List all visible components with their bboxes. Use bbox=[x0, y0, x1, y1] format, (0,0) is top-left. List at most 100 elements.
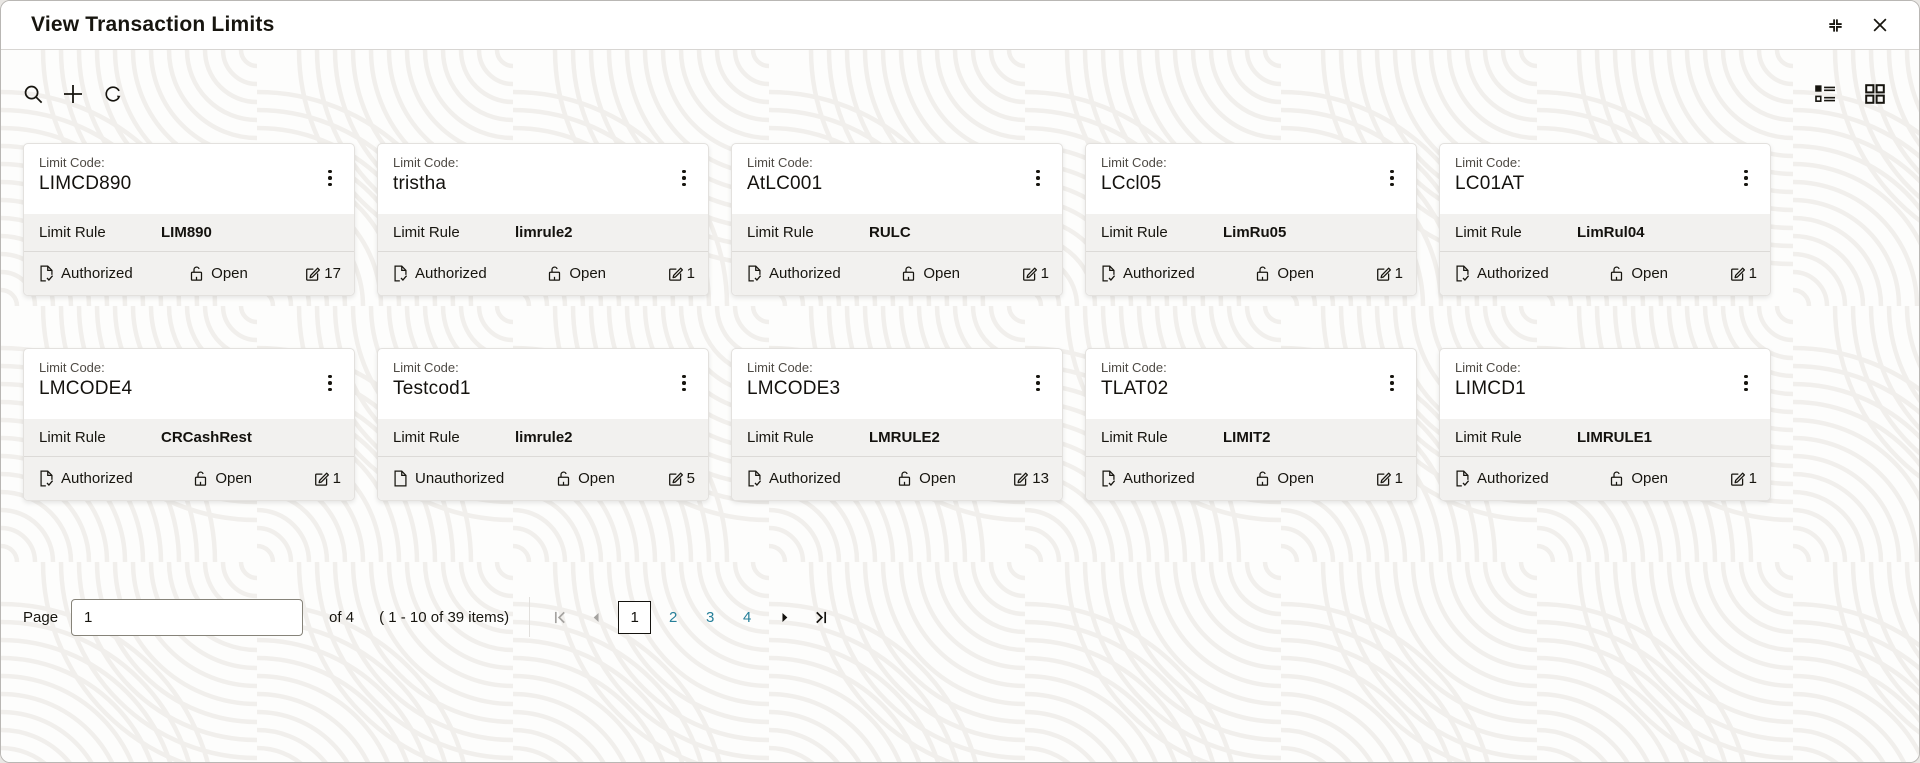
card-options-button[interactable] bbox=[1378, 360, 1406, 406]
page-number-button[interactable]: 4 bbox=[742, 608, 752, 626]
authorization-status-text: Authorized bbox=[415, 265, 487, 282]
authorization-status: Unauthorized bbox=[393, 470, 504, 487]
limit-card: Limit Code: LC01AT Limit Rule LimRul04 bbox=[1439, 143, 1771, 296]
authorization-status: Authorized bbox=[1101, 265, 1195, 282]
record-status-text: Open bbox=[1631, 470, 1669, 487]
add-button[interactable] bbox=[55, 76, 91, 112]
page-title: View Transaction Limits bbox=[31, 13, 275, 36]
limit-code-label: Limit Code: bbox=[1101, 360, 1167, 375]
card-status-row: Authorized Open 17 bbox=[24, 251, 354, 295]
card-options-button[interactable] bbox=[670, 155, 698, 201]
collapse-button[interactable] bbox=[1824, 14, 1847, 37]
kebab-icon bbox=[1390, 374, 1394, 379]
edit-icon bbox=[668, 267, 683, 281]
modification-count: 1 bbox=[1375, 470, 1403, 487]
authorized-icon bbox=[748, 470, 762, 487]
limit-code-label: Limit Code: bbox=[393, 360, 459, 375]
authorization-status: Authorized bbox=[39, 265, 133, 282]
modification-count-value: 1 bbox=[686, 265, 695, 282]
authorization-status: Authorized bbox=[1101, 470, 1195, 487]
record-status: Open bbox=[189, 265, 248, 282]
card-header-text: Limit Code: LIMCD1 bbox=[1455, 360, 1526, 400]
toolbar-left bbox=[15, 76, 131, 112]
last-page-button[interactable] bbox=[806, 602, 834, 632]
limit-rule-value: LimRul04 bbox=[1577, 224, 1645, 241]
card-options-button[interactable] bbox=[1732, 155, 1760, 201]
pagination-bar: Page of 4 ( 1 - 10 of 39 items) bbox=[1, 597, 1919, 637]
limit-rule-row: Limit Rule limrule2 bbox=[378, 214, 708, 251]
close-button[interactable] bbox=[1869, 14, 1891, 36]
record-status-text: Open bbox=[923, 265, 961, 282]
card-options-button[interactable] bbox=[1732, 360, 1760, 406]
pagination-divider bbox=[529, 597, 531, 637]
card-header: Limit Code: LIMCD1 bbox=[1440, 349, 1770, 419]
card-options-button[interactable] bbox=[670, 360, 698, 406]
card-header: Limit Code: LCcl05 bbox=[1086, 144, 1416, 214]
limit-rule-value: LimRu05 bbox=[1223, 224, 1287, 241]
kebab-icon bbox=[682, 374, 686, 379]
page-number-button[interactable]: 2 bbox=[668, 608, 678, 626]
previous-page-button[interactable] bbox=[582, 602, 610, 632]
unauthorized-icon bbox=[394, 470, 407, 487]
limit-rule-label: Limit Rule bbox=[1455, 429, 1522, 446]
kebab-icon bbox=[1036, 169, 1040, 174]
search-button[interactable] bbox=[15, 76, 51, 112]
authorization-status-text: Authorized bbox=[1477, 265, 1549, 282]
authorization-status-text: Authorized bbox=[1123, 265, 1195, 282]
open-lock-icon bbox=[549, 266, 561, 281]
authorized-icon bbox=[1102, 470, 1116, 487]
limit-rule-label: Limit Rule bbox=[747, 224, 814, 241]
limit-card: Limit Code: LMCODE3 Limit Rule LMRULE2 bbox=[731, 348, 1063, 501]
authorization-status: Authorized bbox=[747, 265, 841, 282]
next-page-button[interactable] bbox=[770, 602, 798, 632]
view-toggle-group bbox=[1807, 76, 1893, 112]
record-status-text: Open bbox=[1277, 265, 1315, 282]
card-header: Limit Code: AtLC001 bbox=[732, 144, 1062, 214]
card-options-button[interactable] bbox=[316, 360, 344, 406]
card-options-button[interactable] bbox=[1378, 155, 1406, 201]
modification-count: 1 bbox=[1729, 265, 1757, 282]
open-lock-icon bbox=[191, 266, 203, 281]
limit-code-value: LIMCD1 bbox=[1455, 378, 1526, 399]
modification-count-value: 1 bbox=[1394, 470, 1403, 487]
limit-rule-value: RULC bbox=[869, 224, 911, 241]
authorization-status: Authorized bbox=[1455, 265, 1549, 282]
record-status: Open bbox=[1255, 470, 1314, 487]
limit-code-label: Limit Code: bbox=[747, 360, 813, 375]
record-status-text: Open bbox=[919, 470, 956, 487]
card-options-button[interactable] bbox=[1024, 360, 1052, 406]
card-options-button[interactable] bbox=[316, 155, 344, 201]
card-header-text: Limit Code: LIMCD890 bbox=[39, 155, 131, 195]
limit-code-value: Testcod1 bbox=[393, 378, 471, 399]
grid-view-button[interactable] bbox=[1857, 76, 1893, 112]
card-status-row: Authorized Open 1 bbox=[1086, 456, 1416, 500]
edit-icon bbox=[306, 267, 321, 281]
authorization-status-text: Authorized bbox=[769, 265, 841, 282]
limit-code-value: AtLC001 bbox=[747, 173, 823, 194]
modification-count: 17 bbox=[304, 265, 341, 282]
page-number-button[interactable]: 1 bbox=[618, 600, 652, 634]
list-view-button[interactable] bbox=[1807, 76, 1843, 112]
edit-icon bbox=[668, 472, 683, 486]
card-header: Limit Code: Testcod1 bbox=[378, 349, 708, 419]
modification-count: 1 bbox=[313, 470, 341, 487]
limit-card: Limit Code: AtLC001 Limit Rule RULC bbox=[731, 143, 1063, 296]
limit-rule-row: Limit Rule limrule2 bbox=[378, 419, 708, 456]
limit-rule-label: Limit Rule bbox=[393, 429, 460, 446]
page-number-button[interactable]: 3 bbox=[705, 608, 715, 626]
refresh-button[interactable] bbox=[95, 76, 131, 112]
refresh-icon bbox=[105, 86, 121, 102]
first-page-button[interactable] bbox=[546, 602, 574, 632]
limit-rule-value: CRCashRest bbox=[161, 429, 252, 446]
limit-card: Limit Code: LIMCD890 Limit Rule LIM890 bbox=[23, 143, 355, 296]
page-input[interactable] bbox=[71, 598, 304, 636]
modification-count: 1 bbox=[1021, 265, 1049, 282]
limit-rule-value: LIMRULE1 bbox=[1577, 429, 1652, 446]
limit-rule-value: LIMIT2 bbox=[1223, 429, 1271, 446]
record-status-text: Open bbox=[569, 265, 607, 282]
record-status: Open bbox=[547, 265, 606, 282]
card-status-row: Authorized Open 1 bbox=[378, 251, 708, 295]
card-options-button[interactable] bbox=[1024, 155, 1052, 201]
limit-code-value: LMCODE3 bbox=[747, 378, 841, 399]
limit-card: Limit Code: tristha Limit Rule limrule2 bbox=[377, 143, 709, 296]
